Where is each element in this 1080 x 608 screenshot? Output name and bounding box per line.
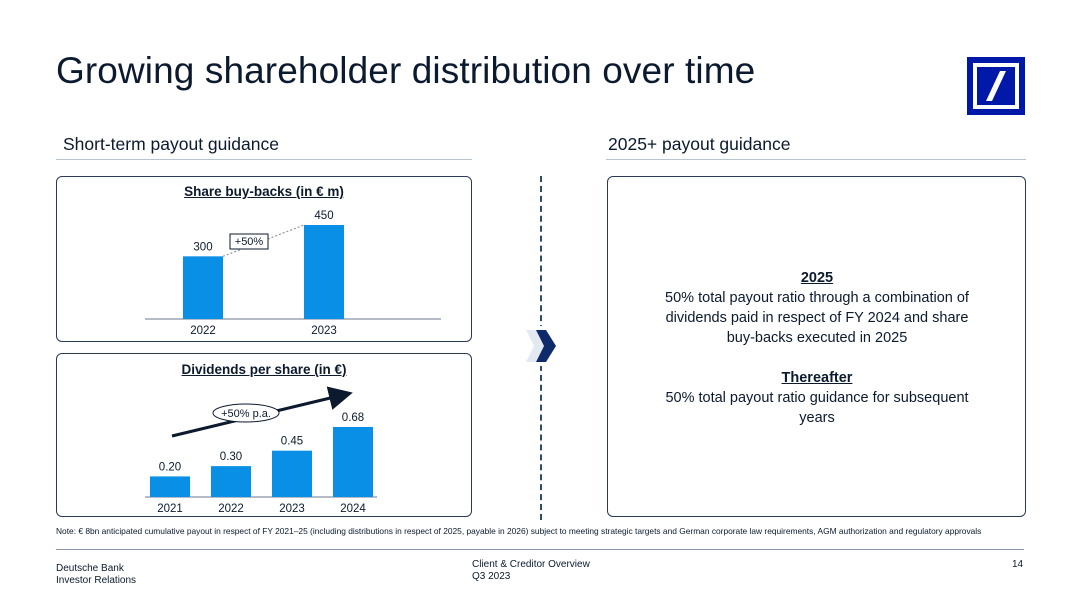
- buybacks-chart-title: Share buy-backs (in € m): [184, 184, 344, 199]
- growth-annotation-ellipse: [212, 403, 280, 423]
- growth-annotation-box: [229, 233, 269, 250]
- guidance-thereafter-text: 50% total payout ratio guidance for subs…: [665, 390, 969, 426]
- left-section-rule: [56, 159, 472, 160]
- bar-2022: [183, 256, 223, 319]
- footnote: Note: € 8bn anticipated cumulative payou…: [56, 526, 982, 536]
- tick-label-2022: 2022: [218, 503, 244, 515]
- tick-label-2023: 2023: [311, 325, 337, 337]
- guidance-thereafter-title: Thereafter: [781, 370, 853, 386]
- data-label-2021: 0.20: [159, 461, 181, 473]
- deutsche-bank-logo: [967, 57, 1025, 115]
- guidance-2025-block: 2025 50% total payout ratio through a co…: [610, 268, 1024, 348]
- guidance-panel: [607, 176, 1026, 517]
- data-label-2023: 450: [314, 210, 333, 222]
- tick-label-2024: 2024: [340, 503, 366, 515]
- footer-rule: [56, 549, 1024, 550]
- bar-2021: [150, 476, 190, 497]
- growth-connector: [222, 224, 305, 257]
- tick-label-2023: 2023: [279, 503, 305, 515]
- guidance-2025-text: 50% total payout ratio through a combina…: [665, 290, 969, 346]
- bar-2024: [333, 427, 373, 497]
- dividends-chart: 0.20 2021 0.30 2022 0.45 2023 0.68 2024 +50% p.a…: [145, 386, 377, 515]
- data-label-2022: 300: [193, 241, 212, 253]
- right-section-heading: 2025+ payout guidance: [608, 134, 791, 154]
- data-label-2022: 0.30: [220, 451, 242, 463]
- guidance-2025-title: 2025: [800, 270, 834, 286]
- growth-annotation: +50%: [235, 236, 264, 248]
- footer-company: Deutsche Bank: [56, 563, 124, 574]
- right-section-rule: [606, 159, 1026, 160]
- guidance-thereafter-block: Thereafter 50% total payout ratio guidan…: [610, 368, 1024, 428]
- tick-label-2022: 2022: [190, 325, 216, 337]
- page-number: 14: [1012, 559, 1024, 570]
- footer-doc-title: Client & Creditor Overview: [472, 559, 590, 570]
- data-label-2024: 0.68: [342, 412, 364, 424]
- bar-2022: [211, 466, 251, 497]
- growth-annotation: +50% p.a.: [221, 408, 271, 420]
- footer-period: Q3 2023: [472, 571, 511, 582]
- bar-2023: [272, 450, 312, 497]
- dividends-panel: Dividends per share (in €) 0.20 2021 0.30 2…: [56, 353, 472, 517]
- footer-department: Investor Relations: [56, 575, 137, 586]
- dividends-chart-title: Dividends per share (in €): [181, 362, 347, 377]
- page-title: Growing shareholder distribution over ti…: [56, 50, 756, 91]
- bar-2023: [304, 225, 344, 319]
- tick-label-2021: 2021: [157, 503, 183, 515]
- buybacks-panel: Share buy-backs (in € m) 300 2022 450 2023 +…: [56, 176, 472, 342]
- chevron-right-icon: [522, 326, 562, 366]
- buybacks-chart: 300 2022 450 2023 +50%: [145, 210, 441, 337]
- left-section-heading: Short-term payout guidance: [63, 134, 279, 154]
- data-label-2023: 0.45: [281, 436, 303, 448]
